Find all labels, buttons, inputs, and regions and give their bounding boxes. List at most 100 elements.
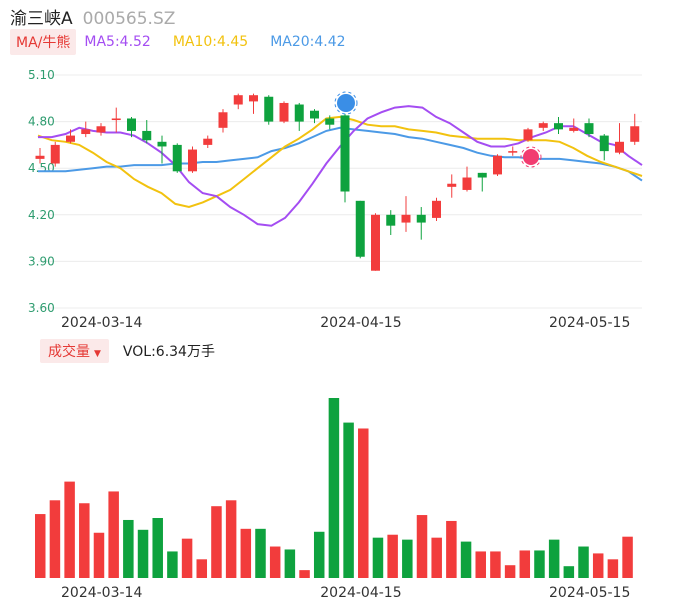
- volume-bar: [152, 518, 163, 578]
- volume-bar: [240, 528, 252, 578]
- y-tick-label: 3.90: [28, 254, 55, 268]
- volume-tag-label: 成交量: [48, 344, 90, 360]
- volume-bar: [64, 481, 75, 578]
- y-tick-label: 4.80: [28, 115, 55, 129]
- stock-code: 000565.SZ: [82, 9, 176, 29]
- volume-bar: [167, 551, 178, 578]
- volume-value: VOL:6.34万手: [122, 344, 215, 360]
- bear-signal-icon: [520, 146, 542, 168]
- ma20-line: [38, 126, 643, 182]
- volume-bar: [622, 536, 633, 578]
- candle-body: [401, 214, 411, 223]
- y-tick-label: 4.20: [28, 208, 55, 222]
- volume-bar: [519, 550, 531, 578]
- candle-body: [569, 127, 579, 131]
- volume-bar: [284, 549, 296, 578]
- volume-bar: [137, 529, 149, 578]
- ma20-legend: MA20:4.42: [270, 34, 346, 50]
- ma5-legend: MA5:4.52: [84, 34, 151, 50]
- y-tick-label: 5.10: [28, 68, 55, 82]
- candle-body: [523, 129, 533, 141]
- volume-bar: [416, 515, 428, 578]
- volume-bar: [475, 551, 486, 578]
- candle-body: [233, 95, 243, 105]
- ma-legend: MA/牛熊 MA5:4.52 MA10:4.45 MA20:4.42: [10, 29, 368, 55]
- candle-body: [142, 130, 152, 141]
- volume-bar: [269, 546, 281, 578]
- volume-bar: [196, 559, 208, 578]
- volume-bar: [446, 520, 457, 578]
- volume-bar: [49, 500, 61, 578]
- volume-bar: [35, 514, 46, 578]
- volume-bar: [402, 539, 413, 578]
- candle-body: [249, 95, 258, 102]
- candle-body: [172, 144, 182, 172]
- candle-body: [477, 172, 487, 178]
- badge-ring: [334, 91, 358, 115]
- volume-bar: [504, 565, 516, 578]
- candle-body: [554, 123, 563, 130]
- volume-bar: [358, 428, 369, 578]
- y-tick-label: 3.60: [28, 301, 55, 315]
- badge-circle: [523, 149, 539, 165]
- volume-bar: [592, 553, 604, 578]
- volume-bar: [563, 566, 575, 578]
- volume-bar: [343, 422, 354, 578]
- candle-body: [127, 118, 136, 131]
- x-date-label: 2024-04-15: [320, 315, 401, 331]
- candle-body: [432, 200, 441, 218]
- stock-name: 渝三峡A: [10, 9, 73, 29]
- candle-body: [35, 155, 45, 159]
- volume-bar: [534, 550, 545, 578]
- x-date-label: 2024-05-15: [549, 315, 630, 331]
- candle-body: [218, 112, 228, 128]
- caret-down-icon: ▼: [94, 349, 101, 359]
- x-date-label: 2024-05-15: [549, 585, 630, 601]
- badge-ring: [520, 146, 542, 168]
- volume-bar: [431, 537, 442, 578]
- candle-body: [96, 126, 106, 133]
- candle-body: [630, 126, 640, 142]
- candle-body: [386, 214, 396, 226]
- volume-legend: 成交量 ▼ VOL:6.34万手: [40, 339, 215, 363]
- candle-body: [66, 135, 75, 142]
- volume-bar: [328, 398, 340, 578]
- volume-bar: [79, 503, 90, 578]
- x-date-label: 2024-03-14: [61, 315, 142, 331]
- volume-bar: [211, 506, 222, 578]
- candle-body: [493, 155, 502, 175]
- ma10-legend: MA10:4.45: [172, 34, 249, 50]
- candle-body: [279, 102, 289, 122]
- volume-bar: [123, 519, 134, 578]
- volume-bar: [299, 570, 310, 578]
- y-tick-label: 4.50: [28, 161, 55, 175]
- volume-bar: [490, 551, 501, 578]
- candle-body: [264, 96, 274, 122]
- volume-bar: [313, 531, 325, 578]
- candle-body: [615, 141, 624, 153]
- volume-bar: [372, 537, 384, 578]
- candle-body: [371, 214, 380, 271]
- badge-circle: [337, 94, 355, 112]
- candle-body: [340, 115, 350, 192]
- volume-bar: [255, 528, 266, 578]
- candle-body: [111, 118, 121, 121]
- volume-bar: [93, 532, 105, 578]
- candle-body: [325, 118, 335, 125]
- bull-signal-icon: [334, 91, 358, 115]
- candle-body: [584, 123, 594, 135]
- volume-bar: [108, 491, 119, 578]
- candle-body: [462, 177, 472, 190]
- x-date-label: 2024-03-14: [61, 585, 142, 601]
- ma10-line: [37, 115, 643, 209]
- candle-body: [157, 141, 167, 147]
- candle-body: [447, 183, 457, 187]
- candle-body: [355, 200, 365, 257]
- ma-indicator-selector[interactable]: MA/牛熊: [10, 29, 77, 55]
- ma5-line: [38, 105, 643, 227]
- candle-body: [416, 214, 426, 223]
- candle-body: [310, 110, 319, 119]
- volume-bar: [460, 541, 472, 578]
- volume-indicator-selector[interactable]: 成交量 ▼: [40, 339, 109, 363]
